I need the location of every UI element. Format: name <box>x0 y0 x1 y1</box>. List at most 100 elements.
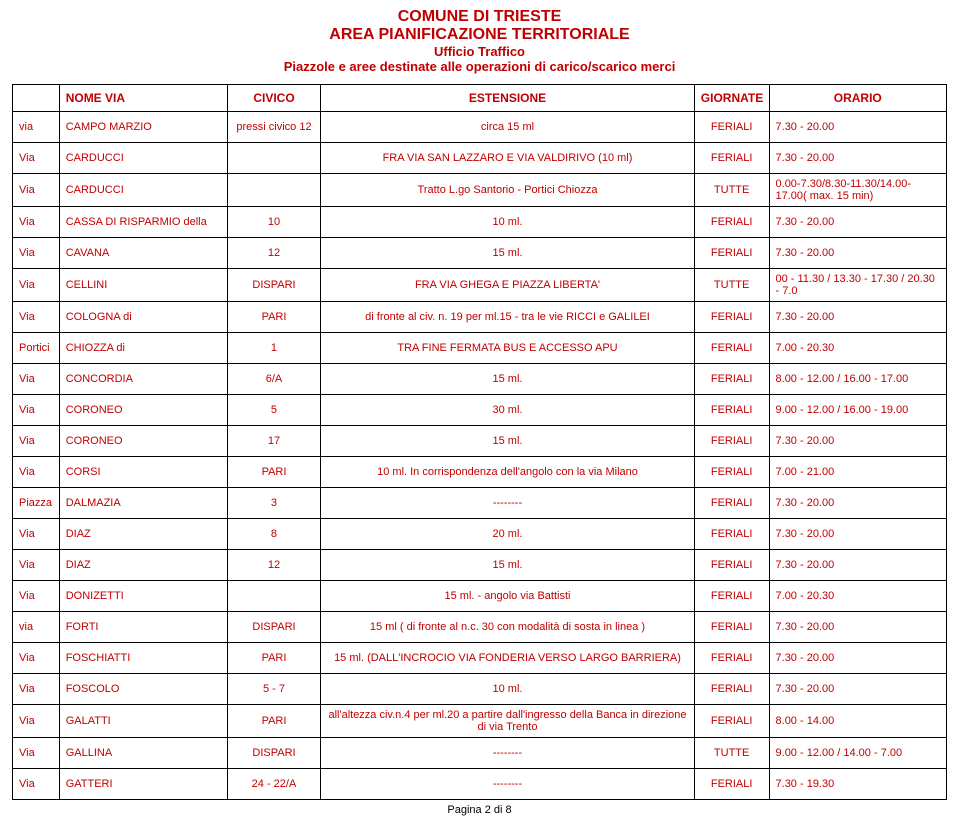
table-cell: all'altezza civ.n.4 per ml.20 a partire … <box>321 705 695 738</box>
header-line1: COMUNE DI TRIESTE <box>12 8 947 26</box>
table-row: PiazzaDALMAZIA3--------FERIALI7.30 - 20.… <box>13 488 947 519</box>
table-cell: PARI <box>227 457 320 488</box>
table-cell: 7.30 - 20.00 <box>769 238 946 269</box>
table-row: ViaGATTERI24 - 22/A--------FERIALI7.30 -… <box>13 769 947 800</box>
col-header-nome: NOME VIA <box>59 85 227 112</box>
table-cell: 7.30 - 19.30 <box>769 769 946 800</box>
table-cell: pressi civico 12 <box>227 112 320 143</box>
table-cell: 7.00 - 20.30 <box>769 581 946 612</box>
table-cell: 7.30 - 20.00 <box>769 674 946 705</box>
table-cell: Piazza <box>13 488 60 519</box>
table-cell: Via <box>13 269 60 302</box>
table-cell: 5 - 7 <box>227 674 320 705</box>
table-cell: Via <box>13 302 60 333</box>
table-cell: Via <box>13 550 60 581</box>
table-cell: 7.30 - 20.00 <box>769 612 946 643</box>
table-cell: 15 ml ( di fronte al n.c. 30 con modalit… <box>321 612 695 643</box>
table-cell: CONCORDIA <box>59 364 227 395</box>
table-cell: FERIALI <box>694 302 769 333</box>
table-row: ViaDIAZ1215 ml.FERIALI7.30 - 20.00 <box>13 550 947 581</box>
table-cell: CORONEO <box>59 395 227 426</box>
table-cell: 3 <box>227 488 320 519</box>
table-row: ViaCOLOGNA diPARIdi fronte al civ. n. 19… <box>13 302 947 333</box>
table-cell: Tratto L.go Santorio - Portici Chiozza <box>321 174 695 207</box>
table-header-row: NOME VIA CIVICO ESTENSIONE GIORNATE ORAR… <box>13 85 947 112</box>
table-cell: 00 - 11.30 / 13.30 - 17.30 / 20.30 - 7.0 <box>769 269 946 302</box>
table-row: ViaCORSIPARI10 ml. In corrispondenza del… <box>13 457 947 488</box>
table-row: ViaFOSCHIATTIPARI15 ml. (DALL'INCROCIO V… <box>13 643 947 674</box>
table-cell: FERIALI <box>694 519 769 550</box>
table-cell: GALATTI <box>59 705 227 738</box>
table-cell: Via <box>13 364 60 395</box>
table-row: ViaGALATTIPARIall'altezza civ.n.4 per ml… <box>13 705 947 738</box>
table-cell: CAVANA <box>59 238 227 269</box>
col-header-orario: ORARIO <box>769 85 946 112</box>
table-cell: TRA FINE FERMATA BUS E ACCESSO APU <box>321 333 695 364</box>
table-cell: FERIALI <box>694 112 769 143</box>
table-cell: 10 ml. <box>321 207 695 238</box>
table-cell: 7.30 - 20.00 <box>769 643 946 674</box>
table-row: ViaCORONEO530 ml.FERIALI9.00 - 12.00 / 1… <box>13 395 947 426</box>
table-cell: Via <box>13 207 60 238</box>
table-cell: 7.30 - 20.00 <box>769 519 946 550</box>
table-cell: 7.00 - 21.00 <box>769 457 946 488</box>
table-row: PorticiCHIOZZA di1TRA FINE FERMATA BUS E… <box>13 333 947 364</box>
table-cell: 7.30 - 20.00 <box>769 550 946 581</box>
table-cell: FERIALI <box>694 550 769 581</box>
table-cell: di fronte al civ. n. 19 per ml.15 - tra … <box>321 302 695 333</box>
table-cell: 7.30 - 20.00 <box>769 426 946 457</box>
table-cell: 7.30 - 20.00 <box>769 207 946 238</box>
table-cell: Via <box>13 457 60 488</box>
table-cell: CELLINI <box>59 269 227 302</box>
table-row: ViaCORONEO1715 ml.FERIALI7.30 - 20.00 <box>13 426 947 457</box>
table-cell: FERIALI <box>694 581 769 612</box>
table-row: ViaFOSCOLO5 - 710 ml.FERIALI7.30 - 20.00 <box>13 674 947 705</box>
table-cell: DIAZ <box>59 519 227 550</box>
table-cell: DIAZ <box>59 550 227 581</box>
table-cell: 8.00 - 12.00 / 16.00 - 17.00 <box>769 364 946 395</box>
table-cell: Via <box>13 519 60 550</box>
table-cell: FERIALI <box>694 769 769 800</box>
header-line2: AREA PIANIFICAZIONE TERRITORIALE <box>12 26 947 44</box>
table-cell: Via <box>13 581 60 612</box>
table-cell: 7.30 - 20.00 <box>769 143 946 174</box>
table-cell: DISPARI <box>227 612 320 643</box>
table-cell: FERIALI <box>694 238 769 269</box>
table-cell: FOSCOLO <box>59 674 227 705</box>
table-cell: via <box>13 112 60 143</box>
table-cell: FERIALI <box>694 643 769 674</box>
document-header: COMUNE DI TRIESTE AREA PIANIFICAZIONE TE… <box>12 8 947 74</box>
table-row: ViaCASSA DI RISPARMIO della1010 ml.FERIA… <box>13 207 947 238</box>
table-cell: Via <box>13 738 60 769</box>
table-cell <box>227 581 320 612</box>
table-cell: 7.00 - 20.30 <box>769 333 946 364</box>
table-cell: -------- <box>321 488 695 519</box>
table-cell: CORSI <box>59 457 227 488</box>
table-cell: FERIALI <box>694 705 769 738</box>
table-cell: CHIOZZA di <box>59 333 227 364</box>
table-cell: CARDUCCI <box>59 143 227 174</box>
table-cell <box>227 174 320 207</box>
table-cell: Portici <box>13 333 60 364</box>
table-cell: 15 ml. <box>321 364 695 395</box>
table-cell: via <box>13 612 60 643</box>
table-cell: CORONEO <box>59 426 227 457</box>
table-row: ViaCARDUCCITratto L.go Santorio - Portic… <box>13 174 947 207</box>
table-cell: Via <box>13 238 60 269</box>
table-row: ViaCAVANA1215 ml.FERIALI7.30 - 20.00 <box>13 238 947 269</box>
table-cell: 7.30 - 20.00 <box>769 488 946 519</box>
data-table: NOME VIA CIVICO ESTENSIONE GIORNATE ORAR… <box>12 84 947 800</box>
table-cell: DALMAZIA <box>59 488 227 519</box>
table-cell: PARI <box>227 705 320 738</box>
table-cell: 24 - 22/A <box>227 769 320 800</box>
table-cell: TUTTE <box>694 738 769 769</box>
table-cell: 15 ml. <box>321 238 695 269</box>
table-cell: 7.30 - 20.00 <box>769 302 946 333</box>
table-cell: GALLINA <box>59 738 227 769</box>
table-cell: GATTERI <box>59 769 227 800</box>
table-cell: DISPARI <box>227 269 320 302</box>
table-cell: 17 <box>227 426 320 457</box>
table-cell: FERIALI <box>694 612 769 643</box>
table-cell: circa 15 ml <box>321 112 695 143</box>
col-header-civico: CIVICO <box>227 85 320 112</box>
